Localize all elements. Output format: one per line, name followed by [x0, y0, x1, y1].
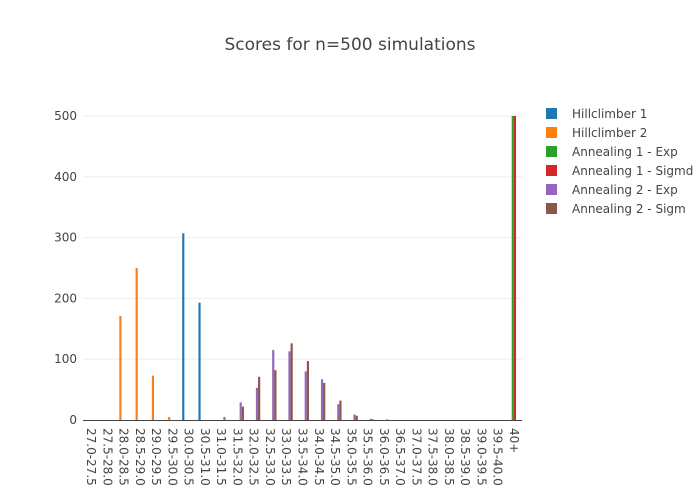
bar[interactable] — [337, 404, 340, 420]
legend-swatch — [546, 146, 557, 157]
x-tick-label: 39.0-39.5 — [474, 428, 488, 486]
x-tick-label: 33.5-34.0 — [296, 428, 310, 486]
legend-swatch — [546, 108, 557, 119]
legend-item[interactable]: Annealing 2 - Sigm — [546, 202, 686, 216]
bar[interactable] — [241, 406, 244, 420]
bar[interactable] — [306, 361, 310, 420]
y-tick-label: 300 — [54, 231, 77, 245]
bar[interactable] — [339, 400, 342, 420]
legend-label: Annealing 1 - Sigmd — [572, 164, 693, 178]
bar[interactable] — [168, 416, 171, 420]
bar[interactable] — [355, 415, 358, 420]
x-tick-label: 29.5-30.0 — [165, 428, 179, 486]
bar[interactable] — [511, 116, 514, 420]
bar[interactable] — [290, 343, 293, 420]
bar[interactable] — [258, 376, 261, 420]
legend-label: Annealing 2 - Sigm — [572, 202, 686, 216]
legend-swatch — [546, 203, 557, 214]
x-tick-label: 30.0-30.5 — [182, 428, 196, 486]
x-tick-label: 34.5-35.0 — [328, 428, 342, 486]
y-tick-label: 0 — [69, 413, 77, 427]
bar[interactable] — [223, 416, 226, 420]
x-tick-label: 28.5-29.0 — [133, 428, 147, 486]
bar[interactable] — [135, 268, 138, 420]
bar[interactable] — [119, 316, 122, 420]
x-tick-label: 27.0-27.5 — [84, 428, 98, 486]
bars-layer — [119, 116, 517, 420]
bar[interactable] — [274, 370, 277, 420]
legend-label: Hillclimber 2 — [572, 126, 647, 140]
legend-swatch — [546, 165, 557, 176]
x-tick-label: 29.0-29.5 — [149, 428, 163, 486]
legend-item[interactable]: Hillclimber 1 — [546, 107, 647, 121]
bar[interactable] — [239, 402, 242, 420]
bar[interactable] — [353, 414, 356, 420]
bar[interactable] — [288, 351, 291, 420]
x-tick-label: 40+ — [507, 428, 521, 453]
bar[interactable] — [182, 233, 185, 420]
x-tick-label: 36.5-37.0 — [393, 428, 407, 486]
legend-label: Annealing 1 - Exp — [572, 145, 678, 159]
legend-swatch — [546, 127, 557, 138]
x-tick-label: 33.0-33.5 — [279, 428, 293, 486]
x-tick-label: 27.5-28.0 — [100, 428, 114, 486]
bar[interactable] — [371, 419, 375, 420]
legend-label: Hillclimber 1 — [572, 107, 647, 121]
legend[interactable]: Hillclimber 1 Hillclimber 2 Annealing 1 - … — [546, 107, 693, 216]
bar[interactable] — [320, 379, 324, 420]
x-tick-label: 38.0-38.5 — [442, 428, 456, 486]
x-tick-label: 32.5-33.0 — [263, 428, 277, 486]
bar[interactable] — [304, 371, 307, 420]
x-tick-label: 35.5-36.0 — [361, 428, 375, 486]
bar[interactable] — [151, 375, 154, 420]
y-tick-label: 200 — [54, 291, 77, 305]
x-tick-label: 31.0-31.5 — [214, 428, 228, 486]
axis-layer: 0 100 200 300 400 500 27.0-27.5 27.5-28.0 28.0-2… — [54, 109, 522, 486]
x-tick-label: 28.0-28.5 — [117, 428, 131, 486]
legend-swatch — [546, 184, 557, 195]
x-tick-label: 31.5-32.0 — [230, 428, 244, 486]
x-tick-label: 32.0-32.5 — [247, 428, 261, 486]
grid-layer — [83, 115, 522, 360]
x-tick-label: 34.0-34.5 — [312, 428, 326, 486]
y-tick-label: 500 — [54, 109, 77, 123]
x-tick-label: 36.0-36.5 — [377, 428, 391, 486]
legend-item[interactable]: Hillclimber 2 — [546, 126, 647, 140]
bar[interactable] — [323, 382, 326, 420]
x-tick-label: 30.5-31.0 — [198, 428, 212, 486]
chart-title: Scores for n=500 simulations — [225, 35, 476, 55]
legend-item[interactable]: Annealing 2 - Exp — [546, 183, 678, 197]
legend-item[interactable]: Annealing 1 - Sigmd — [546, 164, 693, 178]
y-tick-label: 400 — [54, 170, 77, 184]
bar[interactable] — [513, 116, 517, 420]
x-tick-label: 37.0-37.5 — [409, 428, 423, 486]
bar[interactable] — [255, 387, 259, 420]
bar[interactable] — [385, 419, 389, 420]
y-tick-label: 100 — [54, 352, 77, 366]
x-tick-label: 39.5-40.0 — [491, 428, 505, 486]
bar[interactable] — [272, 350, 275, 420]
x-tick-label: 38.5-39.0 — [458, 428, 472, 486]
x-tick-label: 35.0-35.5 — [344, 428, 358, 486]
x-tick-label: 37.5-38.0 — [426, 428, 440, 486]
bar[interactable] — [198, 302, 201, 420]
legend-label: Annealing 2 - Exp — [572, 183, 678, 197]
bar[interactable] — [369, 418, 372, 420]
legend-item[interactable]: Annealing 1 - Exp — [546, 145, 678, 159]
